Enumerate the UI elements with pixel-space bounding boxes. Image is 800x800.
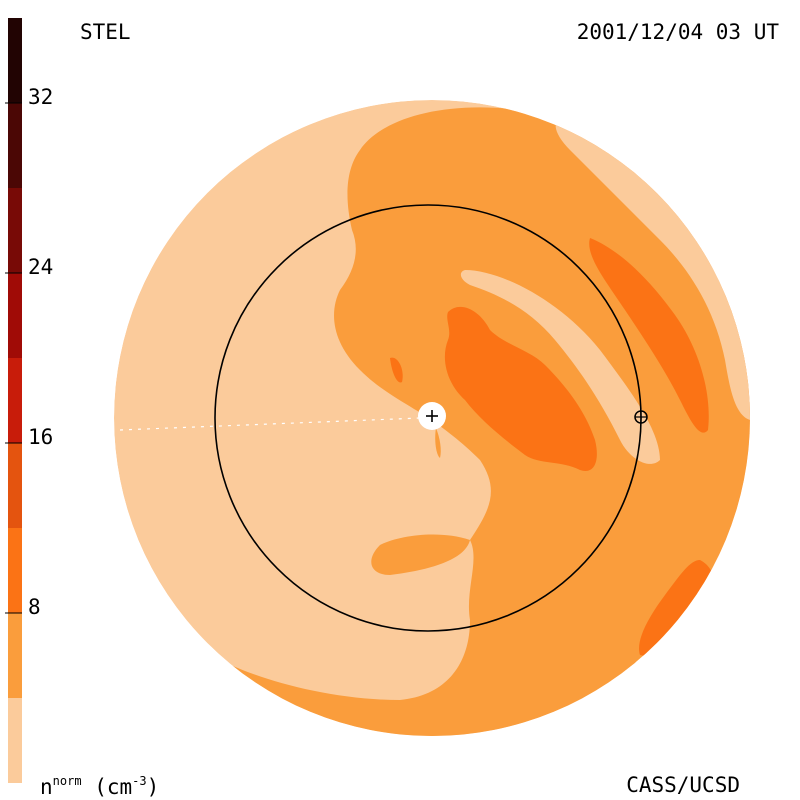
credit-label: CASS/UCSD <box>626 773 740 797</box>
density-blob-small <box>390 357 403 383</box>
colorbar-unit-label: nnorm (cm-3) <box>40 774 160 799</box>
density-region-high-stripe <box>589 238 709 433</box>
timestamp-label: 2001/12/04 03 UT <box>576 20 779 44</box>
density-filament-sun <box>435 428 441 458</box>
colorbar-level-0 <box>8 698 22 783</box>
sun-plus-icon <box>418 402 446 430</box>
colorbar-tick-label-3: 32 <box>28 85 53 109</box>
earth-symbol-icon <box>634 410 648 424</box>
colorbar-level-7 <box>8 103 22 188</box>
colorbar-tick-label-1: 16 <box>28 425 53 449</box>
colorbar-level-4 <box>8 358 22 443</box>
colorbar-level-5 <box>8 273 22 358</box>
colorbar-ticks: 8 16 24 32 <box>5 85 53 619</box>
colorbar-level-1 <box>8 613 22 698</box>
colorbar-level-3 <box>8 443 22 528</box>
observatory-label: STEL <box>80 20 131 44</box>
density-colorbar <box>8 18 22 783</box>
colorbar-tick-label-2: 24 <box>28 255 53 279</box>
colorbar-level-8 <box>8 18 22 103</box>
density-stripe-light <box>460 270 660 464</box>
colorbar-level-6 <box>8 188 22 273</box>
colorbar-level-2 <box>8 528 22 613</box>
density-region-high-center <box>444 306 597 471</box>
colorbar-tick-label-0: 8 <box>28 595 41 619</box>
